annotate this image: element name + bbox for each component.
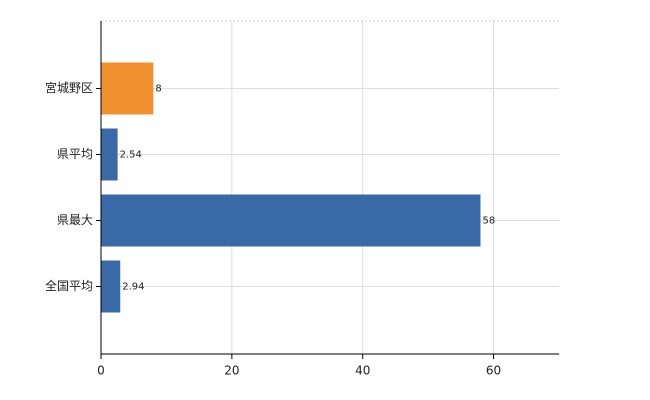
- x-tick-label: 0: [97, 364, 105, 378]
- bar: [101, 128, 118, 181]
- bar: [101, 260, 121, 313]
- value-label: 2.94: [122, 282, 144, 293]
- value-label: 2.54: [120, 150, 142, 161]
- value-label: 58: [482, 216, 495, 227]
- x-tick-label: 20: [224, 364, 239, 378]
- bar: [101, 62, 154, 115]
- y-tick-label: 県最大: [57, 213, 93, 227]
- y-tick-label: 県平均: [57, 147, 93, 161]
- bar: [101, 194, 481, 247]
- y-tick-label: 宮城野区: [45, 80, 93, 95]
- value-label: 8: [155, 84, 161, 95]
- x-tick-label: 40: [355, 364, 370, 378]
- y-tick-label: 全国平均: [45, 278, 93, 293]
- x-tick-label: 60: [486, 364, 501, 378]
